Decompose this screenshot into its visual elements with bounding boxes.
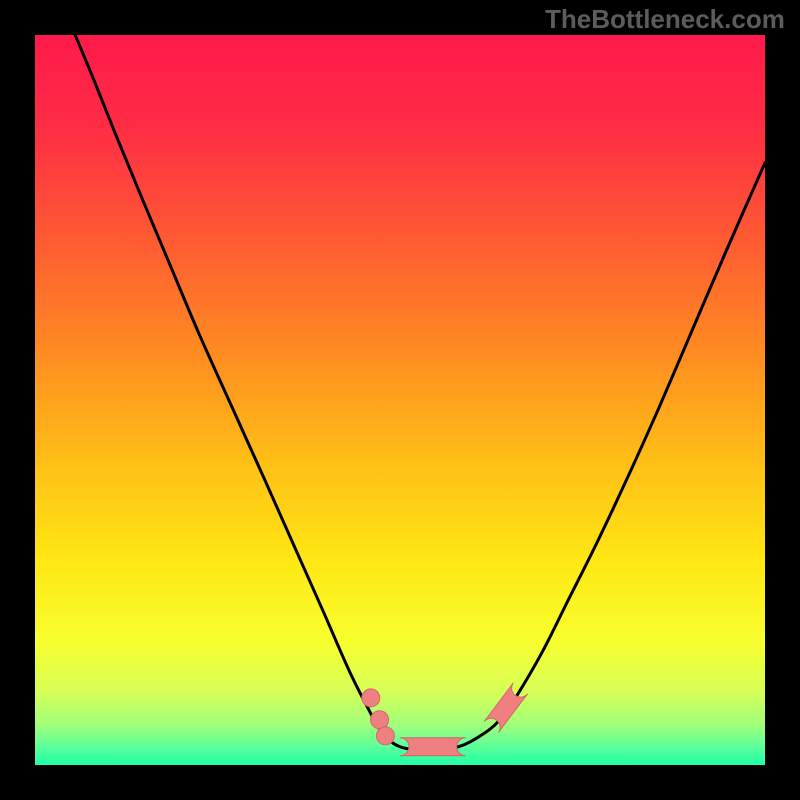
marker-dot-1 [371, 711, 389, 729]
marker-dot-0 [362, 689, 380, 707]
gradient-plot [35, 35, 765, 765]
chart-stage: TheBottleneck.com [0, 0, 800, 800]
marker-dot-2 [376, 727, 394, 745]
watermark-text: TheBottleneck.com [545, 4, 785, 35]
marker-pill-0 [400, 738, 466, 756]
gradient-background [35, 35, 765, 765]
